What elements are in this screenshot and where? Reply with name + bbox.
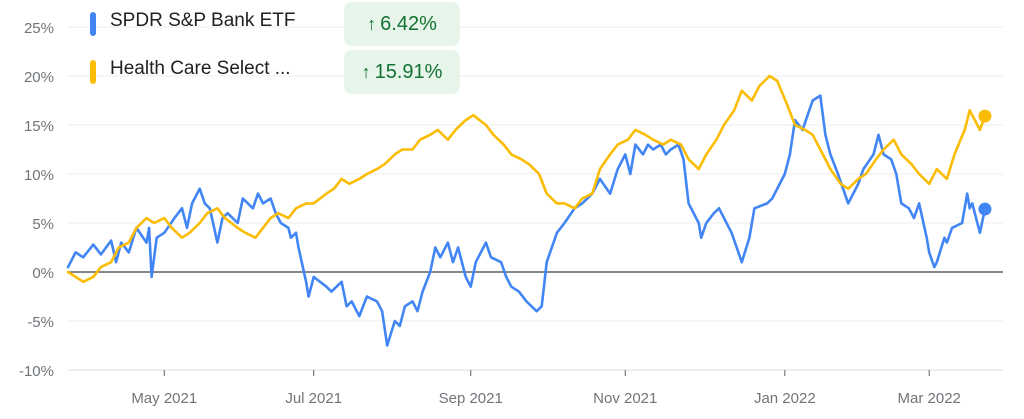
health-care-change-value: 15.91% [374, 60, 443, 83]
bank-etf-change-badge: ↑ 6.42% [344, 2, 460, 46]
x-tick-label: Nov 2021 [593, 390, 657, 407]
health-care-line [66, 74, 987, 284]
y-tick-label: 20% [24, 69, 54, 86]
health-care-end-marker [978, 109, 992, 123]
y-tick-label: -10% [19, 363, 54, 380]
x-axis: May 2021 Jul 2021 Sep 2021 Nov 2021 Jan 2022… [68, 369, 1003, 407]
legend-item-bank-etf[interactable]: SPDR S&P Bank ETF ↑ 6.42% [84, 0, 464, 48]
x-tick-label: Jul 2021 [285, 390, 342, 407]
y-tick-label: 5% [32, 216, 54, 233]
series-lines [66, 74, 992, 347]
gridlines [68, 26, 1003, 371]
health-care-change-badge: ↑ 15.91% [344, 50, 460, 94]
bank-etf-change-value: 6.42% [380, 12, 437, 35]
y-tick-label: 25% [24, 20, 54, 37]
x-tick-label: Mar 2022 [898, 390, 961, 407]
y-tick-label: 10% [24, 167, 54, 184]
health-care-label: Health Care Select ... [110, 58, 291, 79]
arrow-up-icon: ↑ [361, 61, 371, 82]
legend: SPDR S&P Bank ETF ↑ 6.42% Health Care Se… [84, 0, 464, 96]
y-tick-label: 0% [32, 265, 54, 282]
y-axis: 25% 20% 15% 10% 5% 0% -5% -10% [19, 20, 54, 380]
legend-item-health-care[interactable]: Health Care Select ... ↑ 15.91% [84, 48, 464, 96]
x-tick-label: Sep 2021 [439, 390, 503, 407]
x-tick-label: Jan 2022 [754, 390, 816, 407]
health-care-color-swatch [90, 60, 96, 84]
arrow-up-icon: ↑ [367, 13, 377, 34]
y-tick-label: 15% [24, 118, 54, 135]
y-tick-label: -5% [27, 314, 54, 331]
bank-etf-end-marker [978, 202, 992, 216]
bank-etf-color-swatch [90, 12, 96, 36]
bank-etf-line [66, 94, 987, 347]
x-tick-label: May 2021 [131, 390, 197, 407]
bank-etf-label: SPDR S&P Bank ETF [110, 10, 296, 31]
